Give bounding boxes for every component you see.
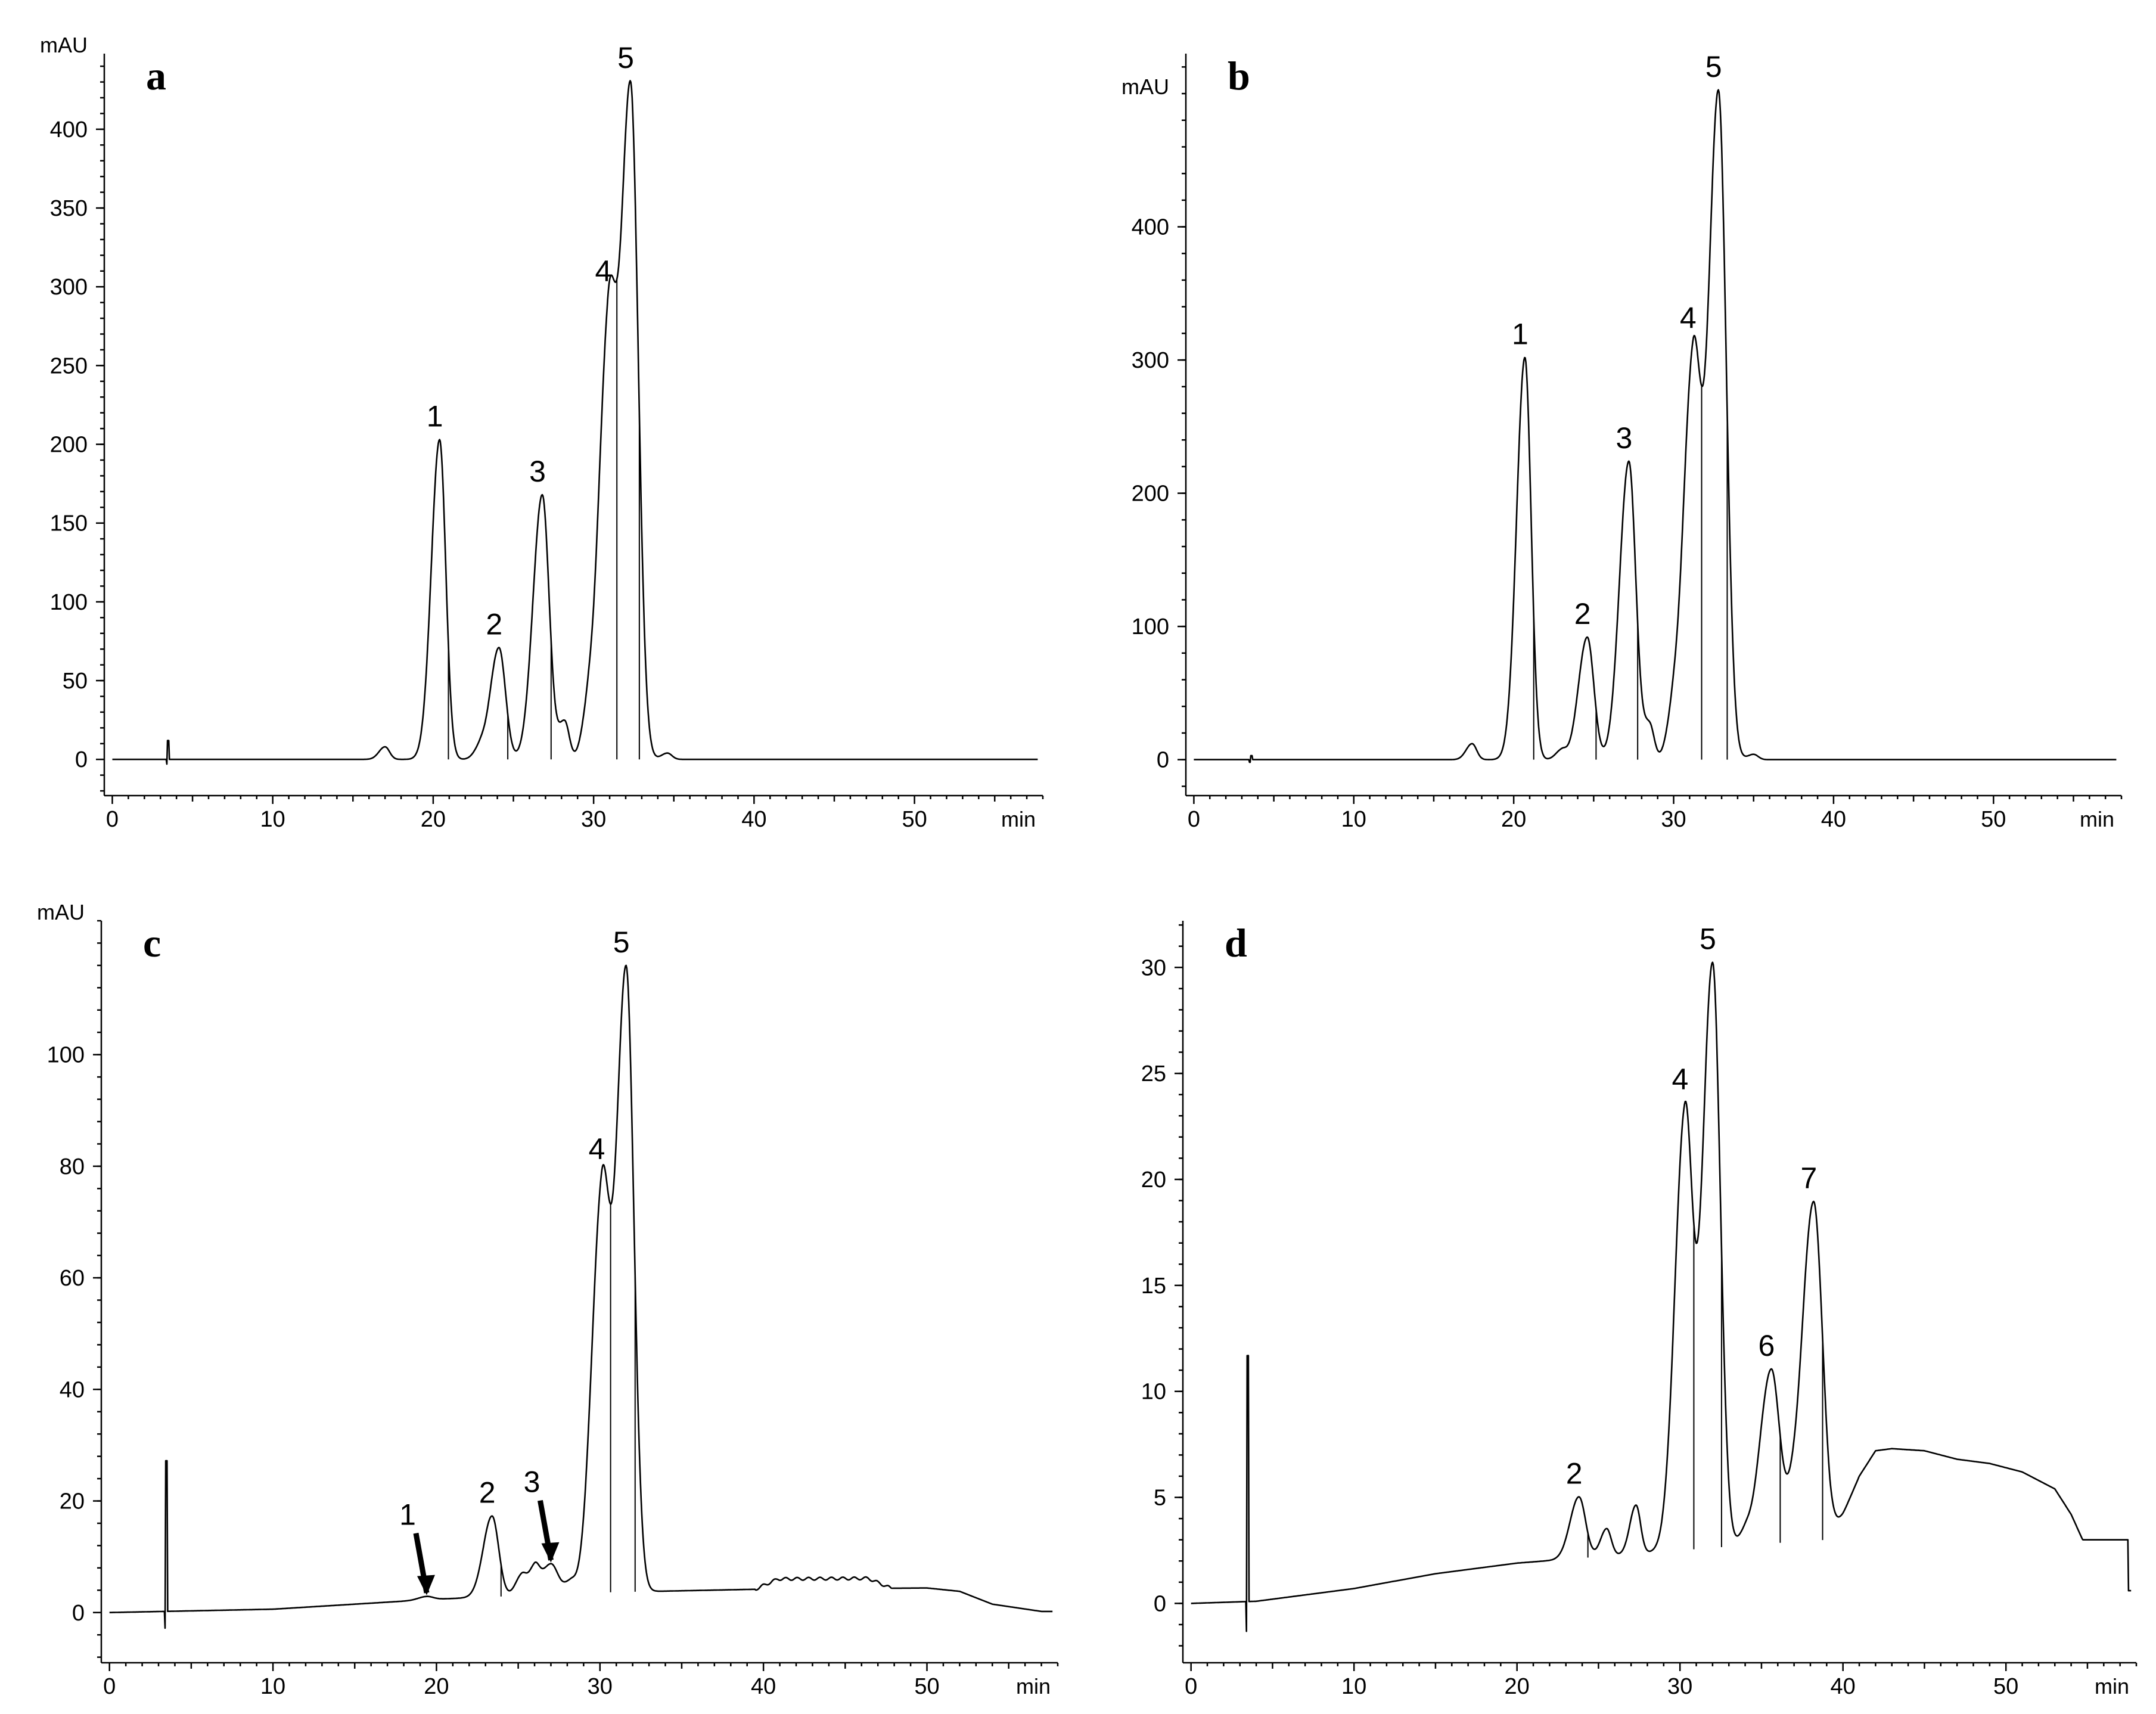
x-tick-label: 40 bbox=[751, 1674, 776, 1699]
x-tick-label: 0 bbox=[103, 1674, 116, 1699]
x-tick-label: 50 bbox=[902, 807, 927, 832]
peak-label: 2 bbox=[1574, 597, 1591, 631]
x-tick-label: 10 bbox=[1341, 807, 1366, 832]
x-tick-label: 30 bbox=[1661, 807, 1686, 832]
chromatogram-trace bbox=[1194, 89, 2117, 763]
x-tick-label: 20 bbox=[424, 1674, 449, 1699]
x-unit-label: min bbox=[2080, 807, 2114, 831]
peak-arrow-head bbox=[417, 1575, 435, 1595]
peak-label: 2 bbox=[486, 608, 502, 641]
y-tick-label: 150 bbox=[50, 511, 88, 536]
y-tick-label: 0 bbox=[1154, 1591, 1166, 1616]
panel-label: a bbox=[146, 53, 166, 98]
peak-label: 4 bbox=[589, 1132, 605, 1166]
y-tick-label: 300 bbox=[50, 275, 88, 300]
y-tick-label: 40 bbox=[60, 1377, 85, 1402]
x-tick-label: 50 bbox=[914, 1674, 939, 1699]
x-unit-label: min bbox=[1001, 807, 1036, 831]
y-tick-label: 0 bbox=[75, 747, 88, 772]
y-tick-label: 400 bbox=[1132, 215, 1169, 240]
y-unit-label: mAU bbox=[1122, 74, 1169, 99]
panel-label: d bbox=[1225, 920, 1247, 965]
y-tick-label: 350 bbox=[50, 196, 88, 221]
x-tick-label: 20 bbox=[421, 807, 446, 832]
x-unit-label: min bbox=[1016, 1674, 1051, 1699]
peak-label: 1 bbox=[399, 1498, 416, 1532]
x-tick-label: 20 bbox=[1501, 807, 1526, 832]
peak-label: 4 bbox=[1672, 1063, 1688, 1096]
x-tick-label: 30 bbox=[1667, 1674, 1692, 1699]
y-tick-label: 100 bbox=[50, 590, 88, 615]
x-tick-label: 40 bbox=[741, 807, 766, 832]
y-tick-label: 25 bbox=[1141, 1061, 1166, 1086]
panel-label: c bbox=[143, 920, 161, 965]
peak-label: 3 bbox=[1616, 421, 1632, 455]
panel-label: b bbox=[1228, 53, 1250, 98]
x-tick-label: 50 bbox=[1993, 1674, 2018, 1699]
y-tick-label: 200 bbox=[50, 433, 88, 458]
x-tick-label: 20 bbox=[1505, 1674, 1530, 1699]
peak-label: 3 bbox=[529, 455, 546, 488]
chromatogram-trace bbox=[1191, 961, 2132, 1632]
peak-label: 5 bbox=[617, 41, 634, 74]
y-tick-label: 30 bbox=[1141, 955, 1166, 980]
x-tick-label: 0 bbox=[1185, 1674, 1197, 1699]
x-tick-label: 40 bbox=[1831, 1674, 1856, 1699]
peak-label: 4 bbox=[595, 254, 611, 288]
panel-d: 0 10 20 30 40 50 0 5 10 15 20 25 30 min d 2 4 5 6 7 bbox=[1141, 920, 2138, 1699]
panel-a: 0 10 20 30 40 50 0 50 100 150 200 250 300 350 400 mAU mi… bbox=[40, 33, 1044, 832]
peak-label: 2 bbox=[479, 1476, 496, 1510]
y-tick-label: 5 bbox=[1154, 1486, 1166, 1511]
x-tick-label: 0 bbox=[106, 807, 119, 832]
peak-label: 5 bbox=[1700, 923, 1716, 956]
x-tick-label: 30 bbox=[588, 1674, 613, 1699]
y-tick-label: 0 bbox=[72, 1601, 85, 1626]
x-tick-label: 10 bbox=[1341, 1674, 1366, 1699]
y-tick-label: 10 bbox=[1141, 1380, 1166, 1405]
x-unit-label: min bbox=[2095, 1674, 2129, 1699]
peak-label: 1 bbox=[1512, 318, 1529, 351]
y-tick-label: 300 bbox=[1132, 348, 1169, 373]
x-tick-label: 10 bbox=[260, 807, 285, 832]
y-tick-label: 15 bbox=[1141, 1274, 1166, 1299]
peak-label: 3 bbox=[524, 1465, 540, 1499]
y-tick-label: 80 bbox=[60, 1154, 85, 1179]
chromatogram-trace bbox=[109, 964, 1053, 1629]
y-tick-label: 100 bbox=[47, 1043, 85, 1068]
x-tick-label: 0 bbox=[1188, 807, 1200, 832]
peak-label: 5 bbox=[613, 926, 630, 959]
x-tick-label: 10 bbox=[260, 1674, 285, 1699]
x-tick-label: 50 bbox=[1981, 807, 2006, 832]
peak-label: 4 bbox=[1680, 301, 1697, 334]
y-tick-label: 20 bbox=[1141, 1167, 1166, 1193]
y-tick-label: 50 bbox=[63, 669, 88, 694]
y-tick-label: 250 bbox=[50, 353, 88, 378]
peak-label: 1 bbox=[427, 400, 443, 433]
y-tick-label: 60 bbox=[60, 1266, 85, 1291]
x-tick-label: 40 bbox=[1821, 807, 1846, 832]
x-tick-label: 30 bbox=[581, 807, 606, 832]
y-tick-label: 400 bbox=[50, 117, 88, 142]
y-tick-label: 100 bbox=[1132, 614, 1169, 639]
peak-label: 6 bbox=[1758, 1329, 1775, 1362]
y-tick-label: 20 bbox=[60, 1489, 85, 1514]
y-tick-label: 0 bbox=[1157, 748, 1169, 773]
peak-arrow-head bbox=[541, 1542, 560, 1563]
peak-label: 2 bbox=[1566, 1457, 1583, 1491]
chromatogram-trace bbox=[112, 80, 1038, 765]
peak-label: 7 bbox=[1801, 1162, 1818, 1195]
panel-b: 0 10 20 30 40 50 0 100 200 300 400 mAU min b 1 2 3 4 5 bbox=[1122, 50, 2123, 832]
y-unit-label: mAU bbox=[40, 33, 88, 57]
peak-label: 5 bbox=[1705, 50, 1722, 83]
y-tick-label: 200 bbox=[1132, 482, 1169, 507]
y-unit-label: mAU bbox=[37, 900, 85, 924]
